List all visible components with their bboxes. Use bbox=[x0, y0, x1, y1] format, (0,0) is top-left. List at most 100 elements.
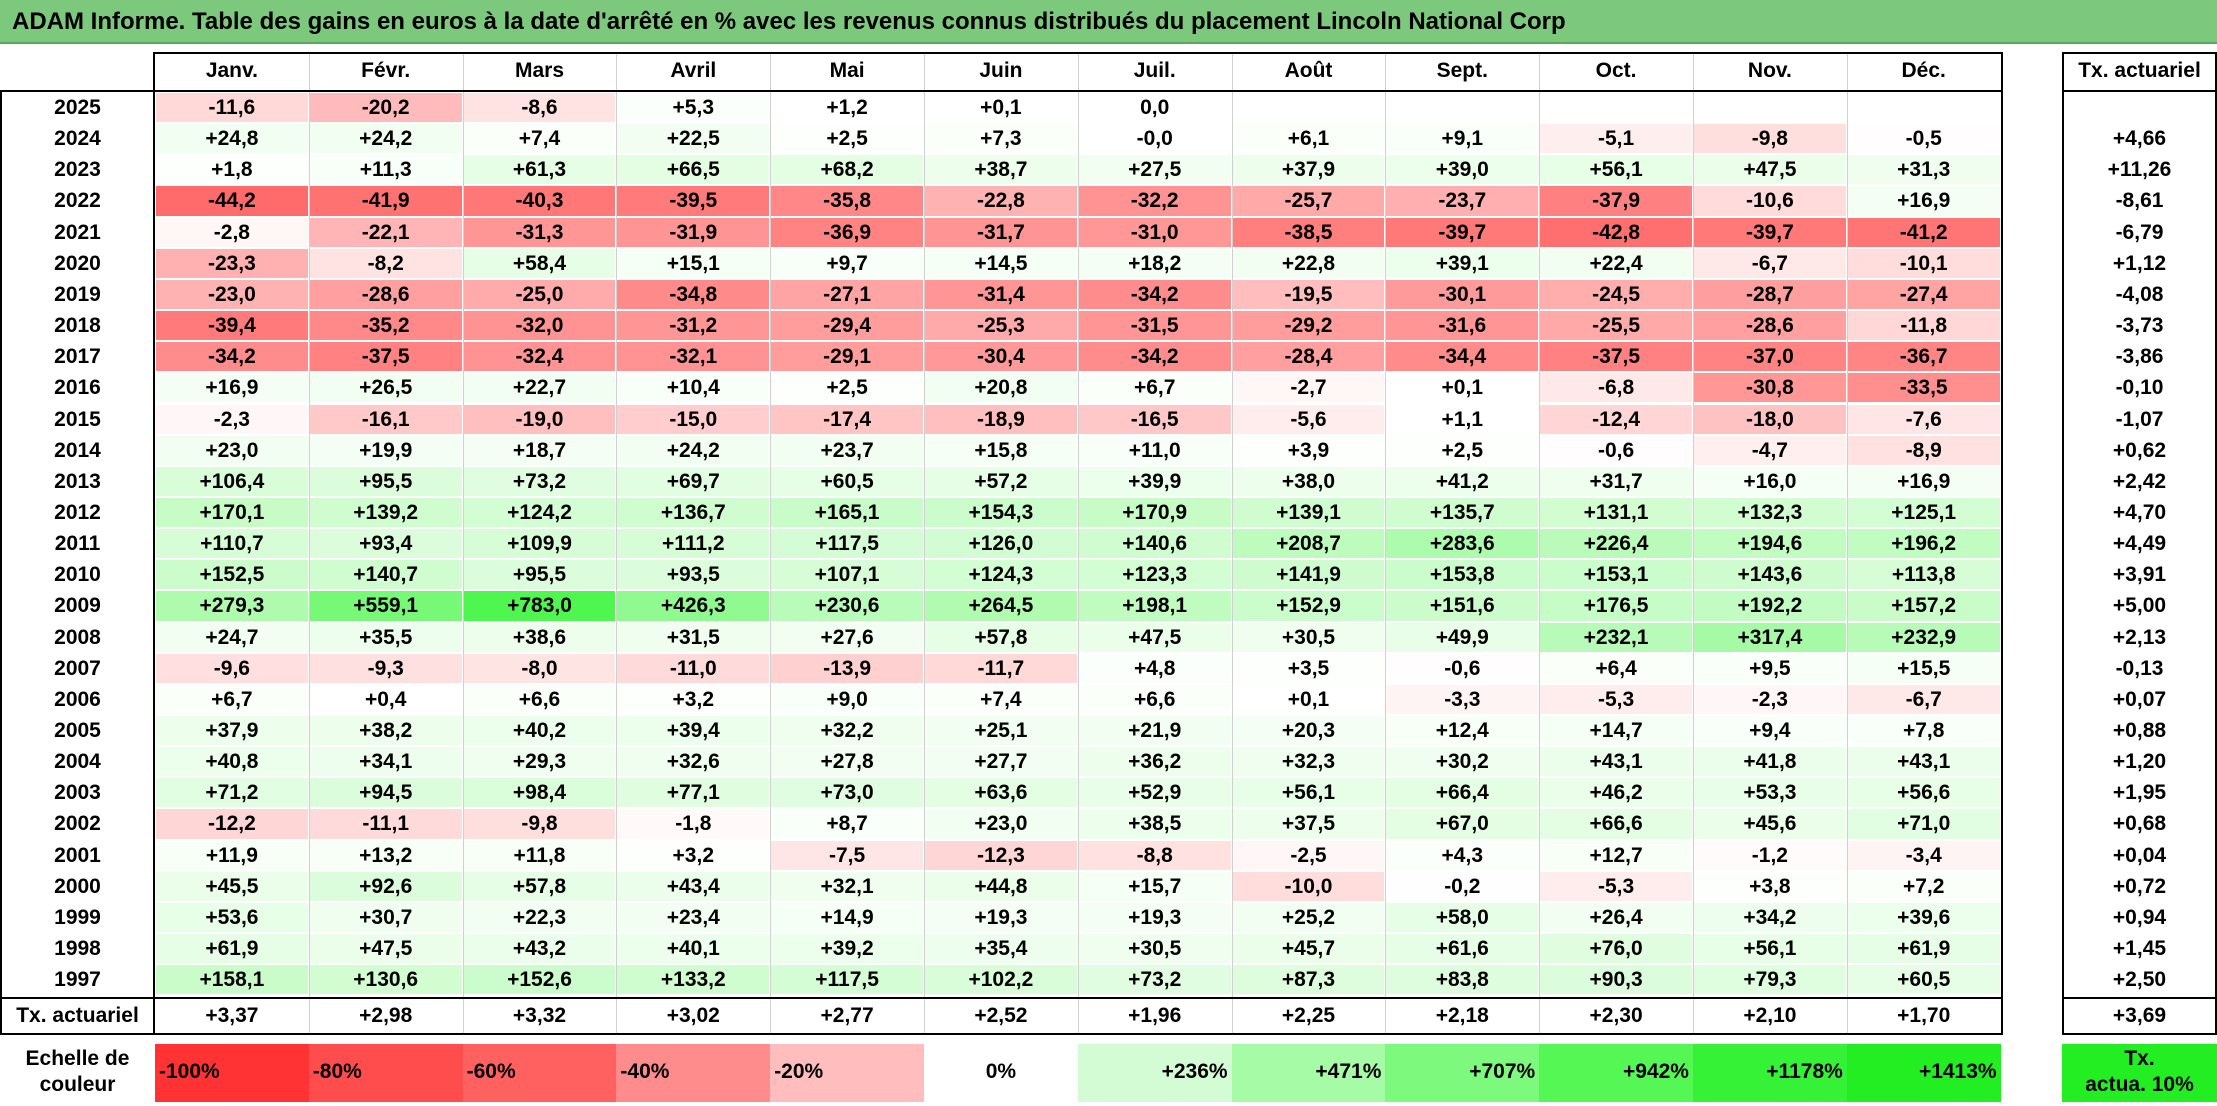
table-cell: +56,1 bbox=[1694, 934, 1846, 964]
table-cell: +9,0 bbox=[771, 684, 923, 714]
table-cell: +15,5 bbox=[1847, 653, 2000, 683]
table-cell: +232,1 bbox=[1540, 622, 1692, 652]
table-cell: +39,1 bbox=[1386, 248, 1539, 278]
table-cell: -31,7 bbox=[925, 217, 1077, 247]
scale-step: -80% bbox=[308, 1044, 463, 1102]
table-cell: -32,4 bbox=[463, 342, 616, 372]
table-cell: -19,0 bbox=[463, 404, 616, 434]
year-label: 2010 bbox=[54, 563, 101, 587]
year-label: 2007 bbox=[54, 656, 101, 680]
table-cell: -32,0 bbox=[463, 311, 616, 341]
table-cell: +61,9 bbox=[1847, 934, 2000, 964]
table-cell: +157,2 bbox=[1847, 591, 2000, 621]
table-cell: +26,4 bbox=[1540, 902, 1692, 933]
page-title: ADAM Informe. Table des gains en euros à… bbox=[0, 0, 2217, 44]
table-cell: +77,1 bbox=[617, 778, 770, 808]
table-cell: +95,5 bbox=[463, 560, 616, 590]
footer-cell: +2,10 bbox=[1743, 1004, 1797, 1028]
table-cell: +196,2 bbox=[1847, 529, 2000, 559]
table-cell: +24,8 bbox=[156, 124, 308, 154]
table-cell: +2,5 bbox=[1386, 435, 1539, 465]
table-cell bbox=[1232, 93, 1385, 123]
year-label: 2023 bbox=[54, 158, 101, 182]
month-header: Janv. bbox=[205, 59, 258, 82]
table-cell: -31,0 bbox=[1078, 217, 1231, 247]
table-cell: -29,4 bbox=[771, 311, 923, 341]
table-cell: +208,7 bbox=[1232, 529, 1385, 559]
table-cell: -28,6 bbox=[1694, 311, 1846, 341]
table-cell: -34,2 bbox=[1078, 279, 1231, 310]
table-cell: -40,3 bbox=[463, 186, 616, 216]
table-cell: +40,8 bbox=[156, 747, 308, 777]
annual-cell: +0,72 bbox=[2112, 874, 2167, 898]
table-cell: +283,6 bbox=[1386, 529, 1539, 559]
month-header: Juin bbox=[979, 59, 1023, 82]
table-cell: +107,1 bbox=[771, 560, 923, 590]
table-cell: -6,8 bbox=[1540, 373, 1692, 403]
table-cell: +110,7 bbox=[156, 529, 308, 559]
table-cell: -29,2 bbox=[1232, 311, 1385, 341]
table-cell: +7,3 bbox=[925, 124, 1077, 154]
month-header: Sept. bbox=[1436, 59, 1488, 82]
table-cell: +4,8 bbox=[1078, 653, 1231, 683]
table-cell: +14,5 bbox=[925, 248, 1077, 278]
table-cell: +30,7 bbox=[309, 902, 462, 933]
table-cell: +11,8 bbox=[463, 840, 616, 870]
annual-header-bottom bbox=[2062, 90, 2217, 92]
table-cell: -28,7 bbox=[1694, 279, 1846, 310]
table-cell: +226,4 bbox=[1540, 529, 1692, 559]
table-cell: +67,0 bbox=[1386, 809, 1539, 839]
footer-bottom-border bbox=[0, 1033, 2001, 1036]
year-label: 2006 bbox=[54, 687, 101, 711]
table-cell: +9,4 bbox=[1694, 716, 1846, 746]
table-cell: +15,7 bbox=[1078, 871, 1231, 901]
grid-line bbox=[770, 52, 772, 1034]
year-label: 2002 bbox=[54, 812, 101, 836]
year-label: 2018 bbox=[54, 314, 101, 338]
table-cell: +37,9 bbox=[156, 716, 308, 746]
table-cell: -1,2 bbox=[1694, 840, 1846, 870]
table-cell: +559,1 bbox=[309, 591, 462, 621]
grid-line bbox=[1539, 52, 1541, 1034]
table-cell: +27,8 bbox=[771, 747, 923, 777]
table-cell: -29,1 bbox=[771, 342, 923, 372]
table-cell: +23,4 bbox=[617, 902, 770, 933]
table-cell: +106,4 bbox=[156, 466, 308, 496]
table-cell: -18,9 bbox=[925, 404, 1077, 434]
table-cell: +61,6 bbox=[1386, 934, 1539, 964]
table-cell: +26,5 bbox=[309, 373, 462, 403]
table-cell: +47,5 bbox=[309, 934, 462, 964]
table-cell: +52,9 bbox=[1078, 778, 1231, 808]
table-cell: +56,1 bbox=[1540, 155, 1692, 185]
table-cell: +170,9 bbox=[1078, 497, 1231, 528]
footer-cell: +2,30 bbox=[1589, 1004, 1643, 1028]
month-header: Févr. bbox=[361, 59, 411, 82]
annual-cell: +0,88 bbox=[2112, 719, 2167, 742]
header-bottom-border bbox=[0, 90, 2001, 92]
scale-step: +471% bbox=[1231, 1044, 1386, 1102]
table-cell: +123,3 bbox=[1078, 560, 1231, 590]
table-cell: +6,6 bbox=[463, 684, 616, 714]
table-cell: +230,6 bbox=[771, 591, 923, 621]
table-cell: +11,0 bbox=[1078, 435, 1231, 465]
table-cell: +61,3 bbox=[463, 155, 616, 185]
annual-cell: -8,61 bbox=[2115, 189, 2164, 213]
footer-cell: +3,32 bbox=[512, 1004, 567, 1028]
table-cell: +135,7 bbox=[1386, 497, 1539, 528]
table-cell: +31,5 bbox=[617, 622, 770, 652]
table-cell: +117,5 bbox=[771, 529, 923, 559]
table-cell: +37,5 bbox=[1232, 809, 1385, 839]
table-cell: +198,1 bbox=[1078, 591, 1231, 621]
table-cell: +25,2 bbox=[1232, 902, 1385, 933]
table-cell: +3,2 bbox=[617, 684, 770, 714]
table-cell: -0,6 bbox=[1386, 653, 1539, 683]
table-cell: +32,6 bbox=[617, 747, 770, 777]
table-cell: +130,6 bbox=[309, 965, 462, 995]
table-cell: -8,6 bbox=[463, 93, 616, 123]
scale-step: +942% bbox=[1539, 1044, 1693, 1102]
table-cell: +41,8 bbox=[1694, 747, 1846, 777]
scale-step: -60% bbox=[462, 1044, 617, 1102]
annual-cell: +11,26 bbox=[2107, 158, 2172, 182]
table-cell: +152,9 bbox=[1232, 591, 1385, 621]
table-cell: -34,4 bbox=[1386, 342, 1539, 372]
